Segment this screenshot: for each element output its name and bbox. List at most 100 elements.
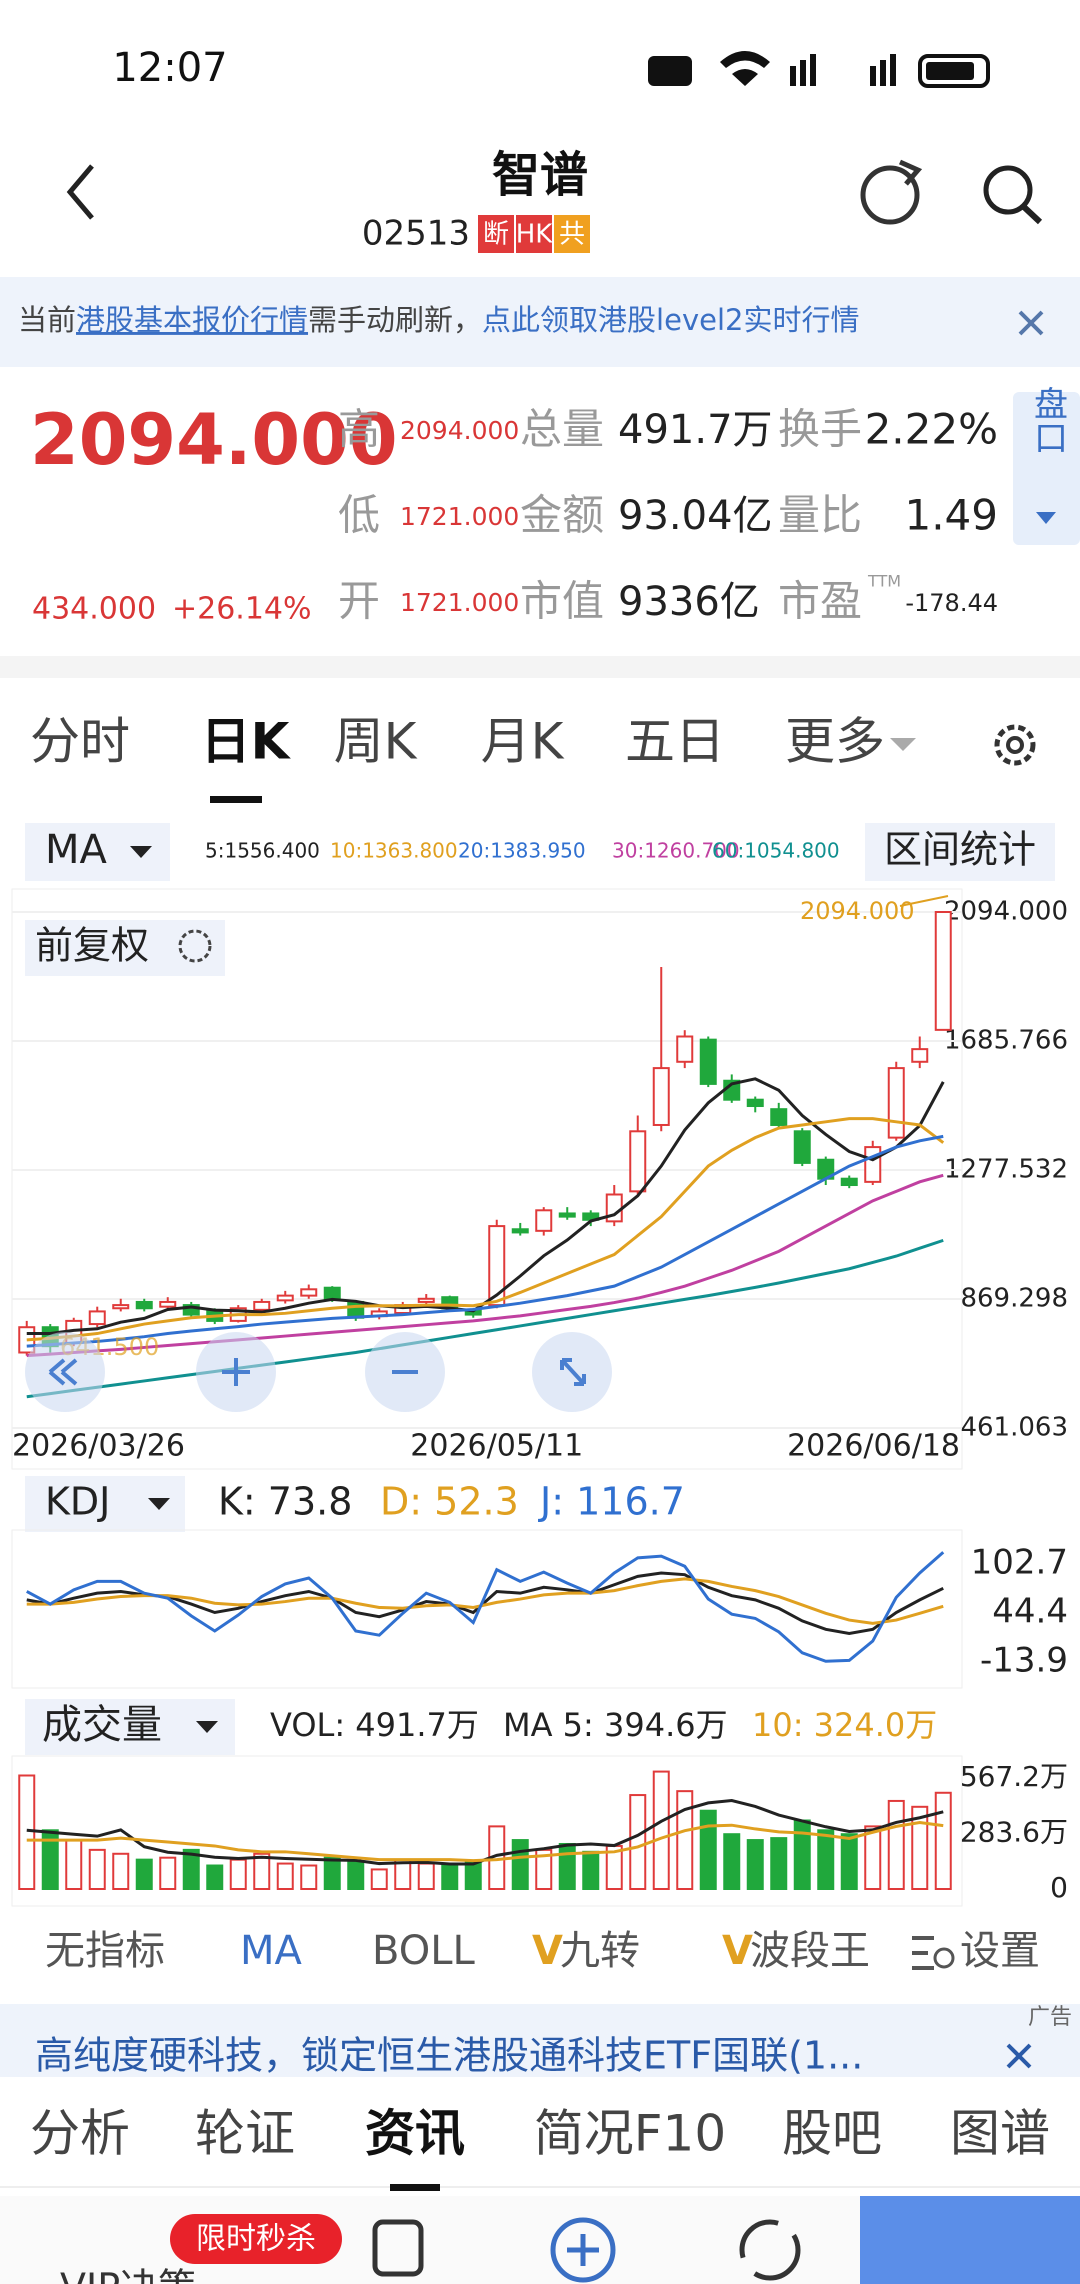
indicator-line bbox=[26, 1551, 945, 1663]
candle-body bbox=[300, 1288, 318, 1297]
nav-tab[interactable]: 资讯 bbox=[365, 2105, 465, 2163]
volume-bar bbox=[253, 1852, 271, 1890]
volume-bar bbox=[159, 1856, 177, 1890]
stat-label: 总量 bbox=[520, 405, 604, 454]
tag-box bbox=[516, 215, 552, 253]
back-button[interactable] bbox=[66, 164, 94, 220]
tab[interactable]: 月K bbox=[481, 713, 565, 771]
kdj-legend: D: 52.3 bbox=[380, 1480, 519, 1524]
ad-text[interactable]: 高纯度硬科技，锁定恒生港股通科技ETF国联(1... bbox=[35, 2034, 863, 2078]
promo-block[interactable] bbox=[860, 2196, 1080, 2284]
tab[interactable]: 周K bbox=[334, 713, 418, 771]
volume-bar bbox=[699, 1809, 717, 1890]
stat-label: 市值 bbox=[520, 577, 604, 626]
volume-bar bbox=[182, 1848, 200, 1890]
notice-close[interactable] bbox=[1018, 310, 1044, 336]
stat-value: 2094.000 bbox=[400, 416, 519, 445]
tab-underline bbox=[210, 796, 262, 803]
volume-bar bbox=[817, 1829, 835, 1890]
volume-bar bbox=[911, 1805, 929, 1890]
nav-tab[interactable]: 分析 bbox=[30, 2105, 130, 2163]
refresh-button[interactable] bbox=[860, 159, 923, 225]
y-tick-label: 102.7 bbox=[971, 1543, 1068, 1583]
handicap-button[interactable] bbox=[1013, 392, 1080, 545]
volume-legend: 10: 324.0万 bbox=[752, 1706, 937, 1744]
volume-bar bbox=[676, 1790, 694, 1890]
indicator-option[interactable]: 波段王 bbox=[750, 1928, 870, 1974]
notice-part: 需手动刷新， bbox=[308, 303, 482, 337]
settings-icon bbox=[912, 1936, 934, 1970]
stat-value: 491.7万 bbox=[618, 407, 773, 453]
vip-text[interactable]: VIP决策 bbox=[60, 2266, 196, 2284]
candle-body bbox=[135, 1300, 153, 1310]
volume-bar bbox=[746, 1839, 764, 1890]
ad-banner[interactable] bbox=[0, 2004, 1080, 2077]
settings-button[interactable] bbox=[994, 724, 1036, 766]
tab[interactable]: 分时 bbox=[30, 713, 130, 771]
candle-body bbox=[911, 1048, 929, 1063]
handicap-text[interactable]: 盘口 bbox=[1028, 386, 1068, 454]
ad-close[interactable] bbox=[1006, 2043, 1032, 2069]
y-tick-label: -13.9 bbox=[980, 1641, 1068, 1681]
volume-bar bbox=[206, 1864, 224, 1891]
indicator-option[interactable]: MA bbox=[240, 1928, 303, 1974]
kdj-arrow bbox=[148, 1498, 170, 1510]
indicator-option[interactable]: 无指标 bbox=[45, 1928, 165, 1974]
candle-body bbox=[793, 1130, 811, 1164]
indicator-option[interactable]: 设置 bbox=[960, 1928, 1040, 1974]
x-tick-label: 2026/03/26 bbox=[12, 1429, 185, 1464]
adjust-label: 前复权 bbox=[35, 924, 149, 968]
nav-divider bbox=[0, 2186, 1080, 2188]
nav-tab[interactable]: 简况F10 bbox=[534, 2105, 726, 2163]
volume-bar bbox=[65, 1839, 83, 1890]
tag-box bbox=[478, 215, 514, 253]
indicator-line bbox=[26, 1820, 944, 1863]
stat-value: 9336亿 bbox=[618, 579, 760, 625]
adjust-selector[interactable] bbox=[25, 920, 225, 976]
y-tick-label: 1277.532 bbox=[944, 1154, 1068, 1184]
candle-body bbox=[112, 1304, 130, 1310]
volume-selector[interactable] bbox=[25, 1699, 235, 1755]
y-tick-label: 283.6万 bbox=[960, 1816, 1068, 1849]
y-tick-label: 1685.766 bbox=[944, 1025, 1068, 1055]
indicator-option[interactable]: 九转 bbox=[560, 1928, 640, 1974]
volume-bar bbox=[41, 1829, 59, 1890]
tab[interactable]: 日K bbox=[201, 713, 292, 771]
tag: 共 bbox=[559, 220, 585, 250]
nav-tab[interactable]: 轮证 bbox=[195, 2105, 295, 2163]
volume-frame bbox=[11, 1755, 963, 1907]
bottom-icons[interactable] bbox=[372, 2217, 801, 2283]
ma-legend: 20:1383.950 bbox=[458, 839, 586, 863]
tab[interactable]: 更多 bbox=[785, 713, 885, 771]
nav-tab[interactable]: 股吧 bbox=[782, 2105, 882, 2163]
candle-body bbox=[417, 1297, 435, 1303]
ttm-label: TTM bbox=[867, 572, 901, 591]
stat-value: -178.44 bbox=[905, 589, 998, 617]
promo-text[interactable]: 限时秒杀 bbox=[196, 2222, 316, 2257]
nav-tab[interactable]: 图谱 bbox=[950, 2105, 1050, 2163]
indicator-badge: V bbox=[722, 1928, 753, 1974]
notice-text[interactable]: 当前港股基本报价行情需手动刷新，点此领取港股level2实时行情 bbox=[18, 303, 859, 337]
range-stats[interactable]: 区间统计 bbox=[884, 828, 1036, 872]
range-stats-button[interactable] bbox=[865, 823, 1055, 881]
divider bbox=[0, 656, 1080, 678]
volume-bar bbox=[229, 1858, 247, 1890]
indicator-option[interactable]: BOLL bbox=[372, 1928, 476, 1974]
candle-body bbox=[276, 1294, 294, 1302]
x-tick-label: 2026/06/18 bbox=[787, 1429, 960, 1464]
stat-value: 1.49 bbox=[904, 491, 998, 540]
candle-body bbox=[159, 1300, 177, 1308]
search-button[interactable] bbox=[983, 165, 1043, 225]
notice-part: 当前 bbox=[18, 303, 76, 337]
notice-banner[interactable] bbox=[0, 277, 1080, 367]
kdj-legend: K: 73.8 bbox=[218, 1480, 352, 1524]
promo-pill[interactable] bbox=[170, 2214, 342, 2264]
stat-label: 高 bbox=[338, 405, 380, 454]
y-tick-label: 2094.000 bbox=[944, 897, 1068, 927]
candle-body bbox=[676, 1035, 694, 1063]
candle-body bbox=[629, 1130, 647, 1193]
stat-label: 开 bbox=[338, 577, 380, 626]
y-tick-label: 567.2万 bbox=[960, 1760, 1068, 1793]
ma-legend: 10:1363.800 bbox=[330, 839, 458, 863]
tab[interactable]: 五日 bbox=[625, 713, 725, 771]
